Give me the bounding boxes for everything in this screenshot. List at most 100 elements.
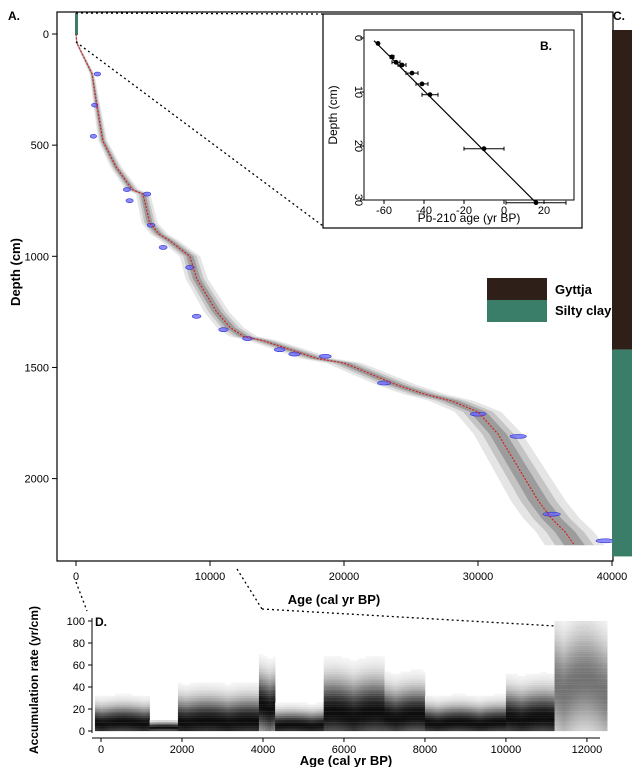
heatmap-cell bbox=[542, 706, 545, 710]
heatmap-cell bbox=[398, 706, 401, 710]
heatmap-cell bbox=[327, 662, 331, 666]
heatmap-cell bbox=[524, 689, 527, 692]
age-model-median-line bbox=[75, 33, 575, 546]
heatmap-cell bbox=[495, 720, 499, 723]
heatmap-cell bbox=[226, 713, 229, 716]
heatmap-cell bbox=[362, 665, 365, 668]
heatmap-cell bbox=[94, 715, 98, 718]
age-model-envelope-layer bbox=[75, 34, 605, 546]
heatmap-cell bbox=[483, 706, 486, 710]
heatmap-cell bbox=[252, 713, 256, 716]
heatmap-cell bbox=[204, 720, 207, 723]
heatmap-cell bbox=[317, 720, 320, 723]
heatmap-cell bbox=[343, 713, 347, 716]
heatmap-cell bbox=[291, 720, 294, 723]
heatmap-cell bbox=[394, 673, 397, 677]
heatmap-cell bbox=[366, 658, 369, 661]
heatmap-cell bbox=[339, 678, 343, 681]
heatmap-cell bbox=[101, 726, 104, 729]
heatmap-cell bbox=[431, 702, 434, 705]
heatmap-cell bbox=[410, 687, 414, 690]
heatmap-cell bbox=[473, 702, 476, 705]
heatmap-cell bbox=[406, 673, 410, 677]
heatmap-cell bbox=[410, 724, 414, 727]
heatmap-cell bbox=[550, 695, 553, 699]
heatmap-cell bbox=[230, 684, 233, 688]
heatmap-cell bbox=[186, 724, 189, 727]
heatmap-cell bbox=[505, 684, 509, 688]
heatmap-cell bbox=[337, 678, 341, 681]
heatmap-cell bbox=[398, 715, 401, 718]
heatmap-cell bbox=[267, 687, 270, 690]
heatmap-cell bbox=[368, 695, 371, 699]
heatmap-cell bbox=[439, 698, 442, 701]
heatmap-cell bbox=[194, 684, 197, 688]
heatmap-cell bbox=[173, 728, 177, 732]
heatmap-cell bbox=[204, 693, 207, 696]
heatmap-cell bbox=[414, 728, 418, 732]
heatmap-cell bbox=[313, 720, 316, 723]
heatmap-cell bbox=[408, 678, 412, 681]
heatmap-cell bbox=[335, 689, 339, 692]
heatmap-cell bbox=[431, 698, 434, 701]
heatmap-cell bbox=[548, 711, 551, 714]
heatmap-cell bbox=[376, 667, 379, 670]
heatmap-cell bbox=[226, 704, 229, 707]
heatmap-cell bbox=[196, 713, 199, 716]
heatmap-cell bbox=[218, 722, 221, 725]
heatmap-cell bbox=[348, 728, 351, 732]
heatmap-cell bbox=[321, 711, 325, 714]
heatmap-cell bbox=[212, 702, 215, 705]
heatmap-cell bbox=[212, 711, 215, 714]
heatmap-cell bbox=[262, 700, 266, 703]
heatmap-cell bbox=[216, 728, 219, 732]
heatmap-cell bbox=[408, 673, 412, 677]
heatmap-cell bbox=[554, 722, 557, 725]
heatmap-cell bbox=[376, 728, 379, 732]
heatmap-cell bbox=[410, 715, 414, 718]
pb210-point bbox=[427, 92, 433, 98]
heatmap-cell bbox=[471, 709, 474, 712]
heatmap-cell bbox=[194, 713, 197, 716]
heatmap-cell bbox=[526, 720, 529, 723]
heatmap-cell bbox=[218, 693, 221, 696]
heatmap-cell bbox=[548, 673, 551, 677]
heatmap-cell bbox=[335, 693, 339, 696]
heatmap-cell bbox=[301, 704, 304, 707]
heatmap-cell bbox=[117, 702, 120, 705]
heatmap-cell bbox=[406, 722, 410, 725]
heatmap-cell bbox=[222, 715, 225, 718]
heatmap-cell bbox=[459, 724, 462, 727]
heatmap-cell bbox=[522, 711, 525, 714]
heatmap-cell bbox=[202, 695, 205, 699]
heatmap-cell bbox=[149, 720, 152, 723]
heatmap-cell bbox=[540, 676, 543, 679]
heatmap-cell bbox=[366, 691, 369, 694]
heatmap-cell bbox=[418, 687, 422, 690]
heatmap-cell bbox=[269, 693, 272, 696]
heatmap-cell bbox=[202, 689, 205, 692]
heatmap-cell bbox=[386, 687, 389, 690]
heatmap-cell bbox=[408, 706, 412, 710]
heatmap-cell bbox=[548, 676, 551, 679]
heatmap-cell bbox=[384, 711, 387, 714]
heatmap-cell bbox=[422, 709, 426, 712]
heatmap-cell bbox=[518, 687, 521, 690]
heatmap-cell bbox=[524, 676, 527, 679]
heatmap-cell bbox=[256, 698, 260, 701]
heatmap-cell bbox=[536, 693, 539, 696]
heatmap-cell bbox=[453, 726, 456, 729]
heatmap-cell bbox=[133, 722, 136, 725]
heatmap-cell bbox=[179, 689, 183, 692]
heatmap-cell bbox=[540, 689, 543, 692]
heatmap-cell bbox=[212, 684, 215, 688]
heatmap-cell bbox=[528, 691, 531, 694]
heatmap-cell bbox=[412, 691, 416, 694]
heatmap-cell bbox=[192, 704, 195, 707]
heatmap-cell bbox=[269, 698, 272, 701]
heatmap-cell bbox=[441, 706, 444, 710]
heatmap-cell bbox=[309, 715, 312, 718]
b-x-tick-label: -60 bbox=[376, 205, 392, 217]
heatmap-cell bbox=[277, 715, 280, 718]
heatmap-cell bbox=[315, 706, 318, 710]
